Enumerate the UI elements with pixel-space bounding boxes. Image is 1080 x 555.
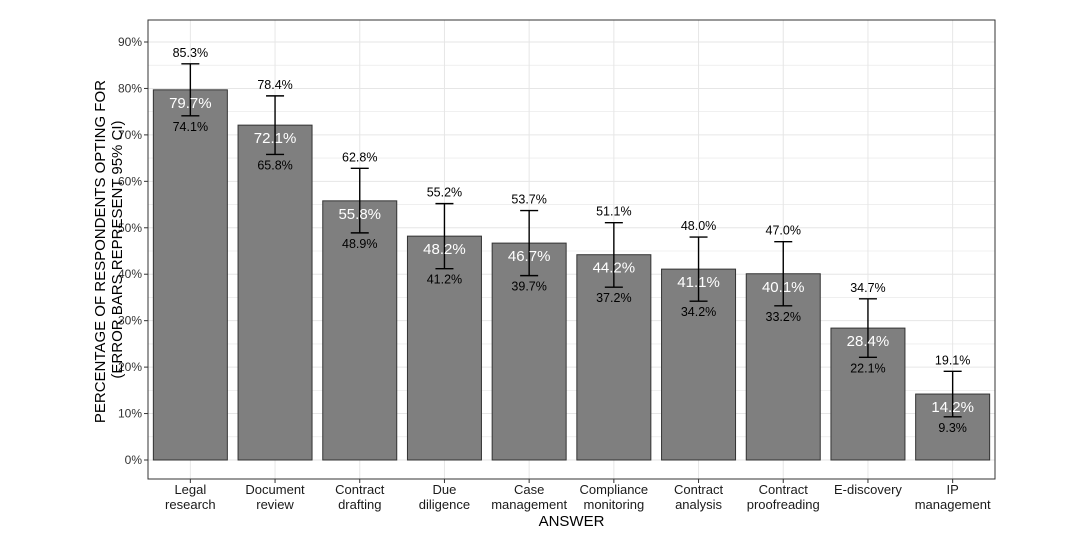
value-label: 41.1%: [677, 274, 720, 291]
value-label: 44.2%: [593, 260, 636, 277]
x-category-label-line: E-discovery: [834, 482, 902, 497]
upper-ci-label: 48.0%: [681, 219, 716, 233]
value-label: 55.8%: [338, 206, 381, 223]
x-category-label-line: drafting: [338, 497, 381, 512]
bar: [406, 235, 482, 461]
value-label: 46.7%: [508, 248, 551, 265]
x-category-label: IP management: [915, 482, 991, 512]
x-category-label-line: Contract: [335, 482, 385, 497]
upper-ci-label: 34.7%: [850, 281, 885, 295]
x-category-label-line: proofreading: [747, 497, 820, 512]
lower-ci-label: 34.2%: [681, 305, 716, 319]
x-category-label: Contract analysis: [674, 482, 724, 512]
y-tick-label: 40%: [118, 267, 142, 281]
value-label: 72.1%: [254, 130, 297, 147]
value-label: 48.2%: [423, 241, 466, 258]
y-tick-label: 50%: [118, 221, 142, 235]
lower-ci-label: 65.8%: [257, 158, 292, 172]
x-category-label-line: Contract: [674, 482, 724, 497]
x-category-label: Document review: [245, 482, 305, 512]
bar: [576, 254, 652, 461]
y-axis-ticks: 0% 10% 20% 30% 40% 50% 60% 70% 80% 90%: [118, 35, 148, 467]
upper-ci-label: 85.3%: [173, 46, 208, 60]
data-labels: 85.3% 79.7% 74.1% 78.4% 72.1% 65.8% 62.8% 55.8%…: [169, 46, 974, 435]
x-axis-title: ANSWER: [539, 513, 605, 530]
lower-ci-label: 9.3%: [938, 421, 967, 435]
x-category-label-line: Document: [245, 482, 305, 497]
x-category-label: Compliance monitoring: [580, 482, 649, 512]
x-category-label-line: research: [165, 497, 216, 512]
x-category-label: Case management: [491, 482, 567, 512]
y-tick-label: 30%: [118, 314, 142, 328]
x-category-label-line: monitoring: [583, 497, 644, 512]
y-tick-label: 20%: [118, 360, 142, 374]
lower-ci-label: 22.1%: [850, 361, 885, 375]
y-axis-title-line-1: PERCENTAGE OF RESPONDENTS OPTING FOR: [92, 80, 109, 423]
lower-ci-label: 48.9%: [342, 237, 377, 251]
bars: [152, 89, 991, 461]
value-label: 40.1%: [762, 279, 805, 296]
x-category-label-line: management: [915, 497, 991, 512]
x-category-label-line: Case: [514, 482, 544, 497]
value-label: 28.4%: [847, 333, 890, 350]
x-category-label-line: IP: [947, 482, 959, 497]
x-category-label: Legal research: [165, 482, 216, 512]
lower-ci-label: 39.7%: [511, 280, 546, 294]
value-label: 79.7%: [169, 95, 212, 112]
y-tick-label: 90%: [118, 35, 142, 49]
lower-ci-label: 37.2%: [596, 291, 631, 305]
x-category-label-line: diligence: [419, 497, 470, 512]
x-category-label: Due diligence: [419, 482, 470, 512]
plot-panel: [147, 19, 996, 480]
y-axis-title: PERCENTAGE OF RESPONDENTS OPTING FOR (ER…: [92, 76, 126, 423]
x-category-label-line: management: [491, 497, 567, 512]
bar: [237, 124, 313, 461]
upper-ci-label: 19.1%: [935, 353, 970, 367]
x-category-label-line: Due: [433, 482, 457, 497]
x-category-label: Contract proofreading: [747, 482, 820, 512]
y-tick-label: 80%: [118, 81, 142, 95]
lower-ci-label: 33.2%: [766, 310, 801, 324]
x-category-label-line: review: [256, 497, 294, 512]
upper-ci-label: 51.1%: [596, 205, 631, 219]
y-tick-label: 10%: [118, 407, 142, 421]
lower-ci-label: 41.2%: [427, 273, 462, 287]
y-tick-label: 70%: [118, 128, 142, 142]
value-label: 14.2%: [931, 399, 974, 416]
lower-ci-label: 74.1%: [173, 120, 208, 134]
upper-ci-label: 47.0%: [766, 224, 801, 238]
y-tick-label: 60%: [118, 174, 142, 188]
y-tick-label: 0%: [125, 453, 143, 467]
bar: [322, 200, 398, 461]
bar: [152, 89, 228, 461]
upper-ci-label: 53.7%: [511, 193, 546, 207]
upper-ci-label: 62.8%: [342, 150, 377, 164]
y-axis-title-line-2: (ERROR BARS REPRESENT 95% CI): [109, 120, 126, 378]
bar: [491, 242, 567, 461]
x-category-label-line: Legal: [174, 482, 206, 497]
x-category-label-line: Compliance: [580, 482, 649, 497]
upper-ci-label: 78.4%: [257, 78, 292, 92]
error-bars: [181, 63, 962, 418]
x-category-label: Contract drafting: [335, 482, 385, 512]
x-category-label-line: analysis: [675, 497, 722, 512]
upper-ci-label: 55.2%: [427, 186, 462, 200]
x-category-label: E-discovery: [834, 482, 902, 497]
x-category-label-line: Contract: [759, 482, 809, 497]
